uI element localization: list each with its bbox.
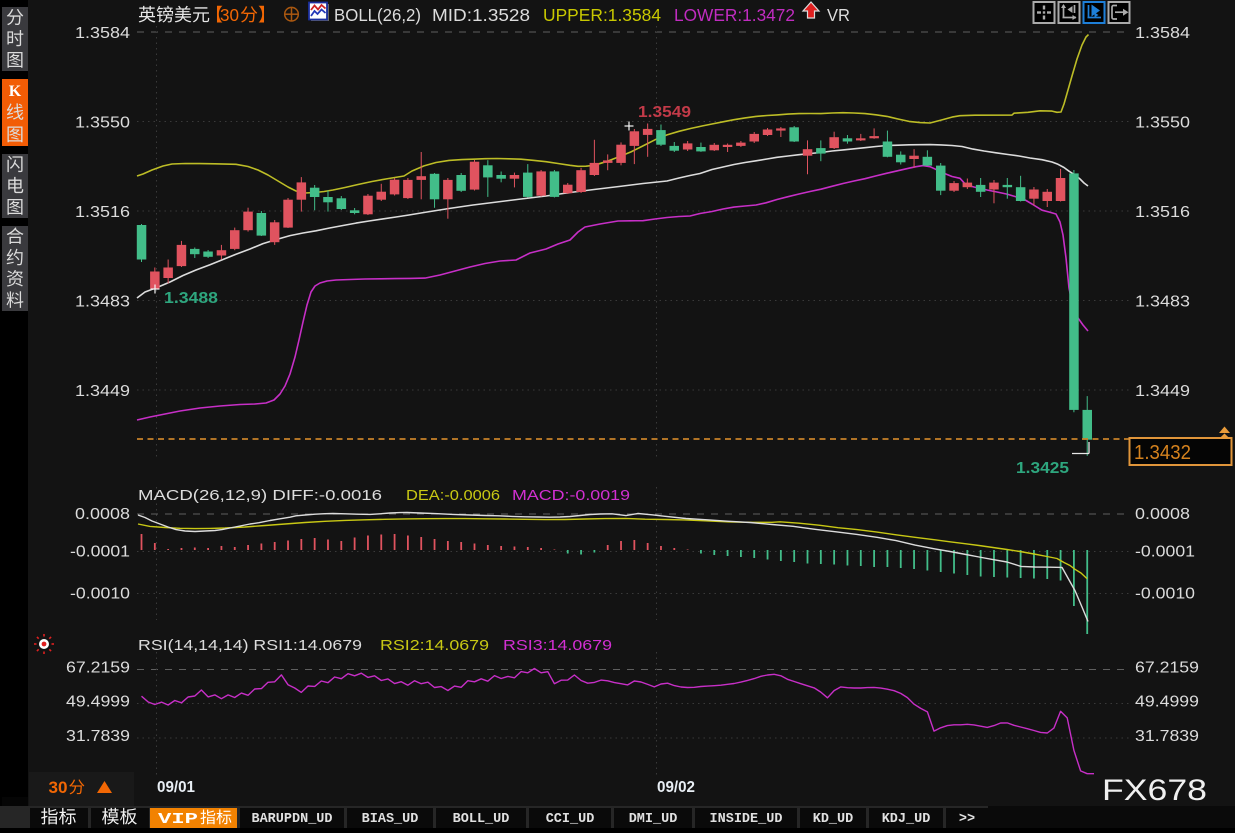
svg-text:31.7839: 31.7839 — [1135, 728, 1199, 745]
svg-text:0.0008: 0.0008 — [1135, 506, 1190, 523]
svg-text:BOLL(26,2): BOLL(26,2) — [334, 5, 421, 25]
svg-text:MID:1.3528: MID:1.3528 — [432, 5, 530, 25]
svg-text:BARUPDN_UD: BARUPDN_UD — [251, 812, 332, 827]
svg-text:1.3483: 1.3483 — [1135, 294, 1190, 311]
svg-text:INSIDE_UD: INSIDE_UD — [710, 812, 783, 827]
svg-text:UPPER:1.3584: UPPER:1.3584 — [543, 5, 661, 25]
svg-text:1.3449: 1.3449 — [1135, 383, 1190, 400]
svg-text:-0.0010: -0.0010 — [70, 586, 130, 603]
svg-text:KD_UD: KD_UD — [813, 812, 854, 827]
svg-text:1.3449: 1.3449 — [75, 383, 130, 400]
svg-text:>>: >> — [959, 812, 975, 827]
svg-text:FX678: FX678 — [1102, 774, 1207, 807]
svg-text:DMI_UD: DMI_UD — [629, 812, 678, 827]
svg-text:-0.0001: -0.0001 — [1135, 544, 1195, 561]
svg-text:1.3483: 1.3483 — [75, 294, 130, 311]
svg-text:MACD:-0.0019: MACD:-0.0019 — [512, 487, 630, 504]
svg-text:1.3516: 1.3516 — [1135, 204, 1190, 221]
svg-text:1.3432: 1.3432 — [1134, 442, 1191, 464]
svg-text:31.7839: 31.7839 — [66, 728, 130, 745]
svg-text:LOWER:1.3472: LOWER:1.3472 — [674, 5, 795, 25]
svg-text:09/01: 09/01 — [157, 779, 195, 796]
svg-text:1.3488: 1.3488 — [164, 290, 218, 307]
svg-text:RSI2:14.0679: RSI2:14.0679 — [380, 637, 489, 654]
svg-text:1.3584: 1.3584 — [75, 25, 130, 42]
svg-text:09/02: 09/02 — [657, 779, 695, 796]
svg-text:30: 30 — [49, 778, 68, 797]
svg-text:DEA:-0.0006: DEA:-0.0006 — [406, 487, 500, 504]
svg-text:-0.0001: -0.0001 — [70, 544, 130, 561]
svg-text:BIAS_UD: BIAS_UD — [362, 812, 419, 827]
svg-text:BOLL_UD: BOLL_UD — [453, 812, 510, 827]
svg-text:K: K — [9, 83, 22, 100]
svg-text:1.3516: 1.3516 — [75, 204, 130, 221]
svg-text:1.3425: 1.3425 — [1016, 460, 1069, 477]
svg-text:RSI(14,14,14) RSI1:14.0679: RSI(14,14,14) RSI1:14.0679 — [138, 637, 362, 654]
svg-text:67.2159: 67.2159 — [1135, 660, 1199, 677]
svg-text:1.3549: 1.3549 — [638, 104, 691, 121]
svg-text:1.3584: 1.3584 — [1135, 25, 1190, 42]
svg-text:-0.0010: -0.0010 — [1135, 586, 1195, 603]
svg-text:RSI3:14.0679: RSI3:14.0679 — [503, 637, 612, 654]
svg-text:0.0008: 0.0008 — [75, 506, 130, 523]
svg-text:49.4999: 49.4999 — [66, 694, 130, 711]
svg-text:67.2159: 67.2159 — [66, 660, 130, 677]
svg-text:VR: VR — [827, 5, 850, 25]
svg-text:1.3550: 1.3550 — [75, 115, 130, 132]
svg-text:MACD(26,12,9) DIFF:-0.0016: MACD(26,12,9) DIFF:-0.0016 — [138, 487, 382, 504]
svg-text:30: 30 — [220, 5, 239, 25]
svg-text:49.4999: 49.4999 — [1135, 694, 1199, 711]
svg-text:KDJ_UD: KDJ_UD — [882, 812, 931, 827]
svg-text:1.3550: 1.3550 — [1135, 115, 1190, 132]
svg-text:CCI_UD: CCI_UD — [546, 812, 595, 827]
svg-text:VIP: VIP — [158, 811, 198, 828]
